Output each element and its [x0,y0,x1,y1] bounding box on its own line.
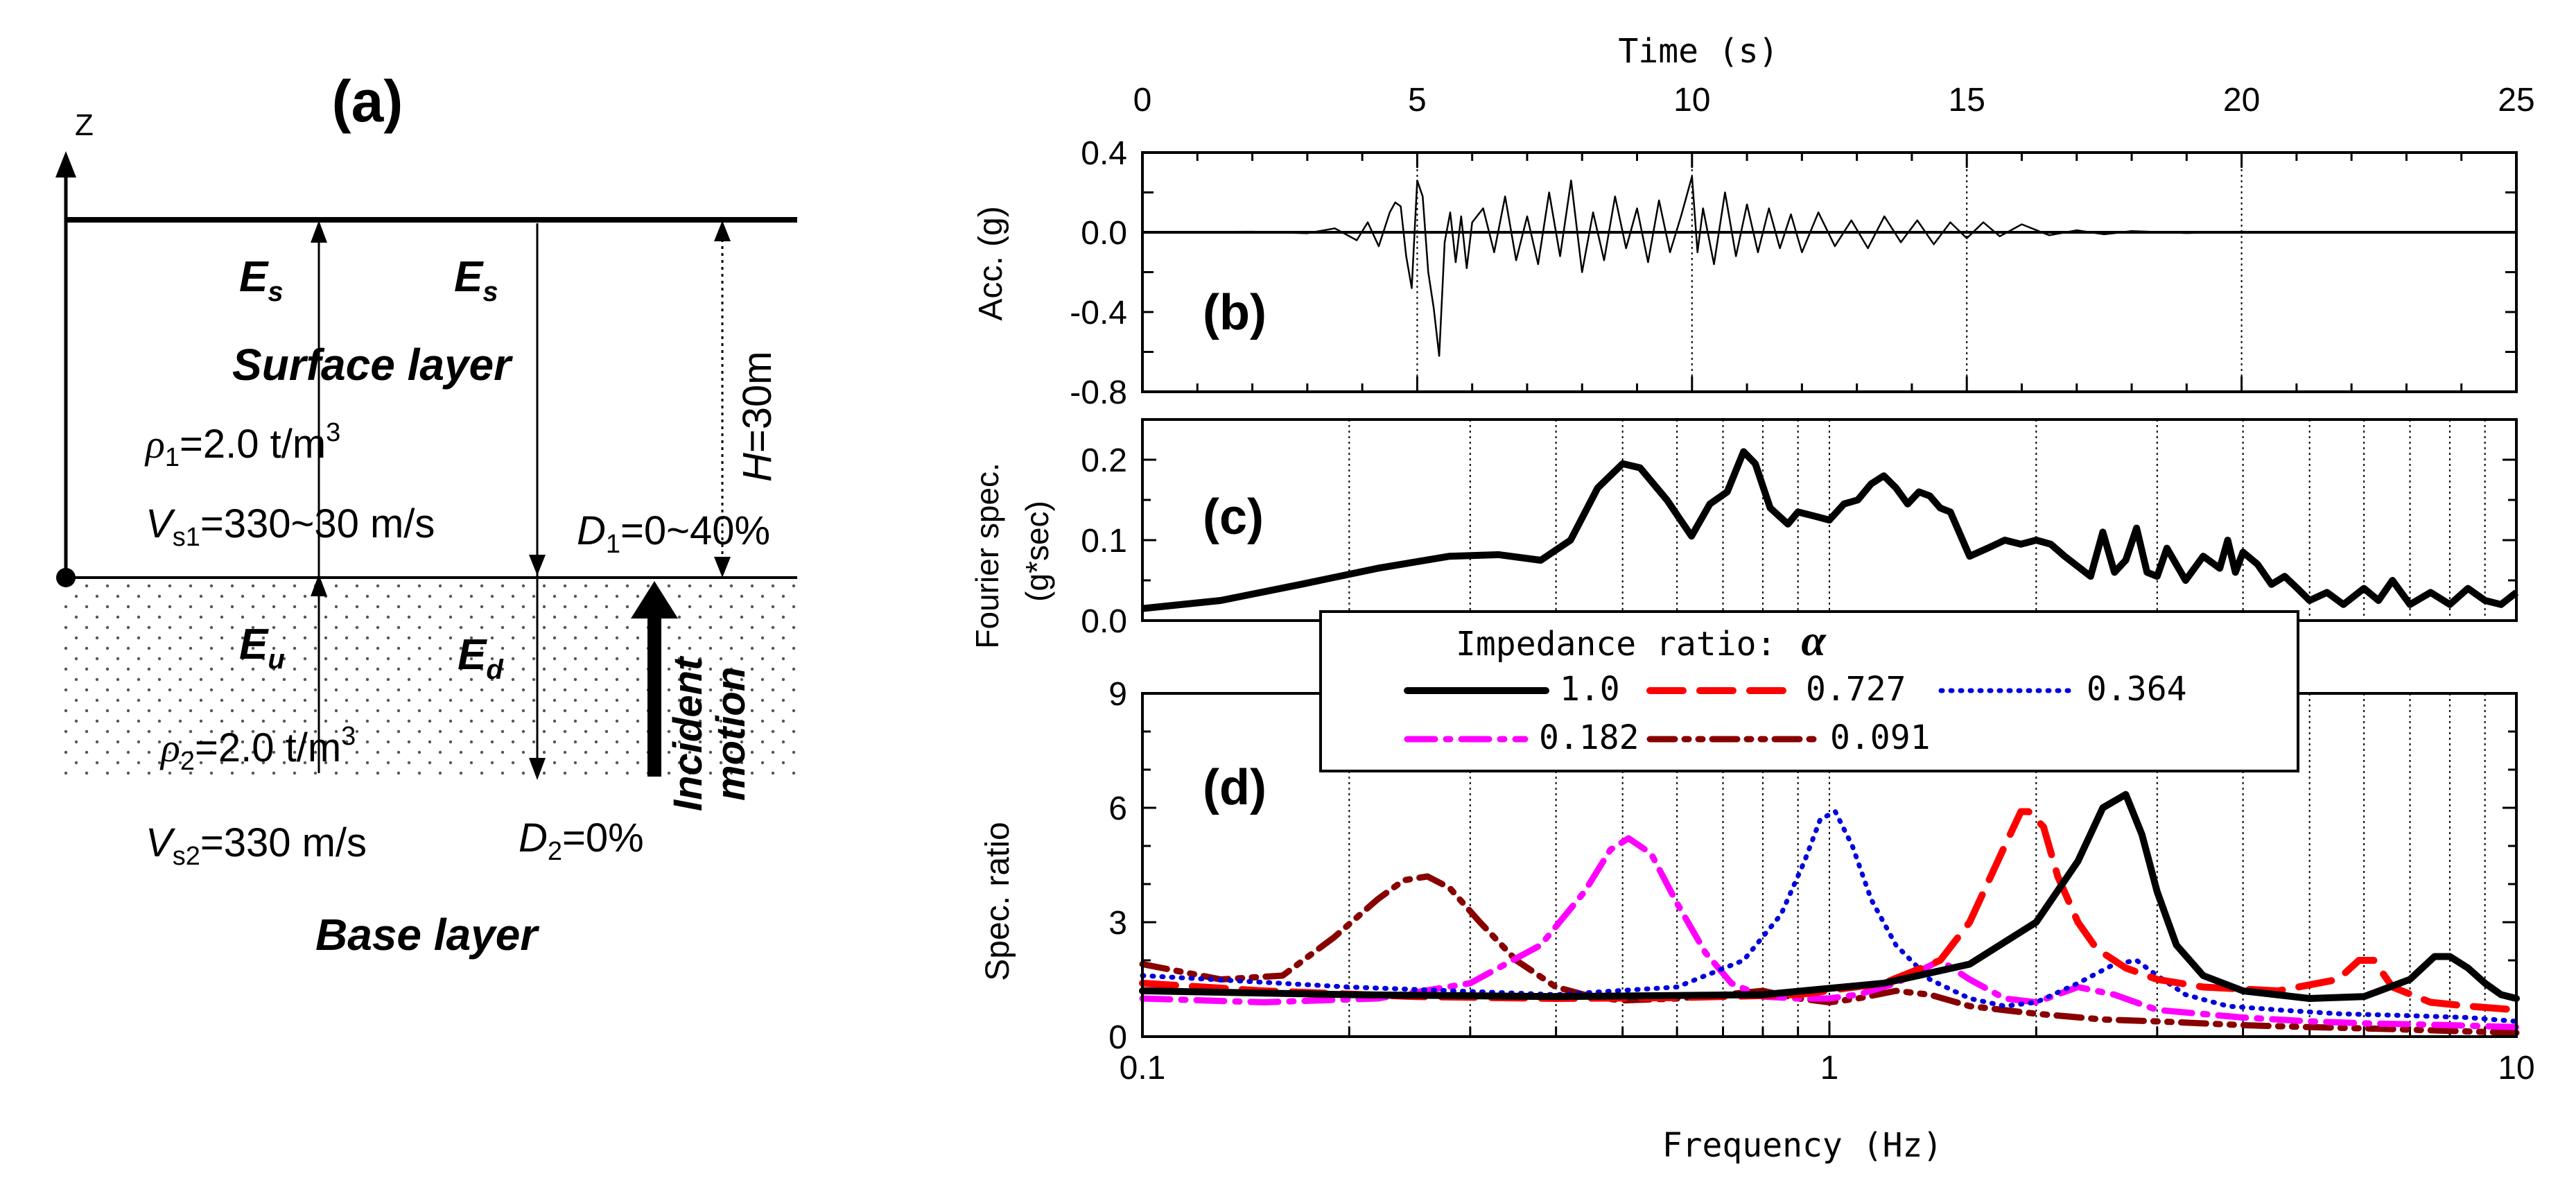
legend-title: Impedance ratio: α [1456,616,1827,665]
eu-label: Eu [239,621,285,675]
es-left-label: Es [239,253,284,307]
acc-xtick-label-2: 10 [1673,82,1710,119]
ratio-ytick-label-2: 6 [1108,790,1127,827]
fourier-ylabel-line1: Fourier spec. [969,462,1005,648]
acc-trace [1142,175,2517,357]
ratio-xtick-labels: 0.1 1 10 [1120,1050,2535,1087]
ratio-ytick-label-3: 9 [1108,676,1127,713]
es-right-label: Es [454,253,498,307]
upgoing-wave-arrowhead-top [311,220,327,243]
vs2-label: Vs2=330 m/s [146,820,367,871]
incident-motion-arrowhead [631,581,678,619]
acc-ticks [1141,151,2518,393]
ratio-xtick-label-1: 1 [1820,1050,1839,1087]
legend-label-10: 1.0 [1560,670,1620,709]
acc-ytick-label-2: -0.4 [1070,295,1127,331]
legend-label-0091: 0.091 [1830,718,1931,757]
thickness-arrowhead-top [714,220,731,241]
acc-xtick-label-0: 0 [1133,82,1152,119]
d2-label: D2=0% [519,815,644,866]
z-axis-arrowhead [55,151,76,178]
upgoing-wave-arrowhead-mid [311,574,327,596]
legend-label-0727: 0.727 [1806,670,1906,709]
rho2-label: ρ2=2.0 t/m3 [159,722,356,776]
ratio-series-10 [1139,790,2520,1002]
d1-label: D1=0~40% [577,508,770,559]
fourier-trace [1142,448,2519,612]
acc-grid [1416,153,2243,392]
ratio-ytick-label-1: 3 [1108,905,1127,942]
downgoing-wave-arrowhead-bottom [529,758,546,780]
acc-xtick-labels: 0 5 10 15 20 25 [1133,82,2535,119]
fourier-ytick-label-0: 0.0 [1081,603,1127,640]
vs1-label: Vs1=330~30 m/s [146,501,435,552]
acc-xtick-label-3: 15 [1949,82,1985,119]
acc-ytick-labels: 0.4 0.0 -0.4 -0.8 [1070,135,1127,411]
downgoing-wave-arrowhead-mid [529,555,546,576]
ratio-xtick-label-0: 0.1 [1120,1050,1166,1087]
schematic-panel: (a) Z Es Es Eu Ed Surface layer ρ1=2.0 t… [55,69,797,960]
acc-panel-label: (b) [1203,285,1267,340]
legend-alpha-symbol: α [1801,616,1827,665]
acc-ytick-label-1: 0.0 [1081,215,1127,252]
legend-items: 1.0 0.727 0.364 0.182 0.091 [1404,670,2187,757]
fourier-ytick-label-1: 0.1 [1081,523,1127,560]
ed-label: Ed [458,631,504,685]
fourier-panel-label: (c) [1203,490,1264,545]
fourier-ylabel-line2: (g*sec) [1019,501,1055,602]
thickness-arrowhead-bottom [714,557,731,578]
base-layer-hatch [59,578,797,776]
legend-box [1319,610,2299,772]
base-layer-label: Base layer [315,910,539,960]
fourier-ytick-labels: 0.0 0.1 0.2 [1081,442,1127,640]
fourier-panel: 0.0 0.1 0.2 Fourier spec. (g*sec) (c) [969,418,2519,649]
acc-xtick-label-4: 20 [2223,82,2260,119]
legend-label-0182: 0.182 [1539,718,1639,757]
acc-xtick-label-5: 25 [2498,82,2534,119]
surface-layer-label: Surface layer [232,340,513,390]
schematic-panel-label: (a) [332,69,403,134]
thickness-label: H=30m [735,351,780,482]
incident-motion-label: Incident motion [665,646,754,811]
rho1-label: ρ1=2.0 t/m3 [144,418,340,472]
fourier-grid [1348,419,2486,621]
time-axis-title: Time (s) [1618,32,1778,71]
ratio-panel-label: (d) [1203,760,1267,815]
ratio-series-0182 [1139,835,2520,1030]
acceleration-panel: Time (s) 0 5 10 15 20 25 0.4 0.0 -0.4 -0… [973,32,2535,411]
fourier-ylabel: Fourier spec. (g*sec) [969,453,1055,648]
frequency-axis-title: Frequency (Hz) [1662,1126,1943,1165]
ratio-ytick-label-0: 0 [1108,1019,1127,1056]
acc-ylabel: Acc. (g) [973,206,1009,320]
legend-label-0364: 0.364 [2087,670,2187,709]
ratio-series-0091 [1139,873,2520,1036]
ratio-xtick-label-2: 10 [2498,1050,2534,1087]
z-axis-label: Z [75,108,94,142]
ratio-ylabel: Spec. ratio [980,822,1016,980]
acc-ytick-label-3: -0.8 [1070,374,1127,411]
ratio-series-0364 [1140,809,2519,1024]
legend: Impedance ratio: α 1.0 0.727 0.364 0.182 … [1319,610,2299,772]
acc-ytick-label-0: 0.4 [1081,135,1127,172]
acc-frame [1141,151,2518,393]
fourier-ytick-label-2: 0.2 [1081,442,1127,479]
incident-motion-shaft [647,616,661,777]
ratio-ytick-labels: 0 3 6 9 [1108,676,1127,1056]
acc-xtick-label-1: 5 [1408,82,1427,119]
